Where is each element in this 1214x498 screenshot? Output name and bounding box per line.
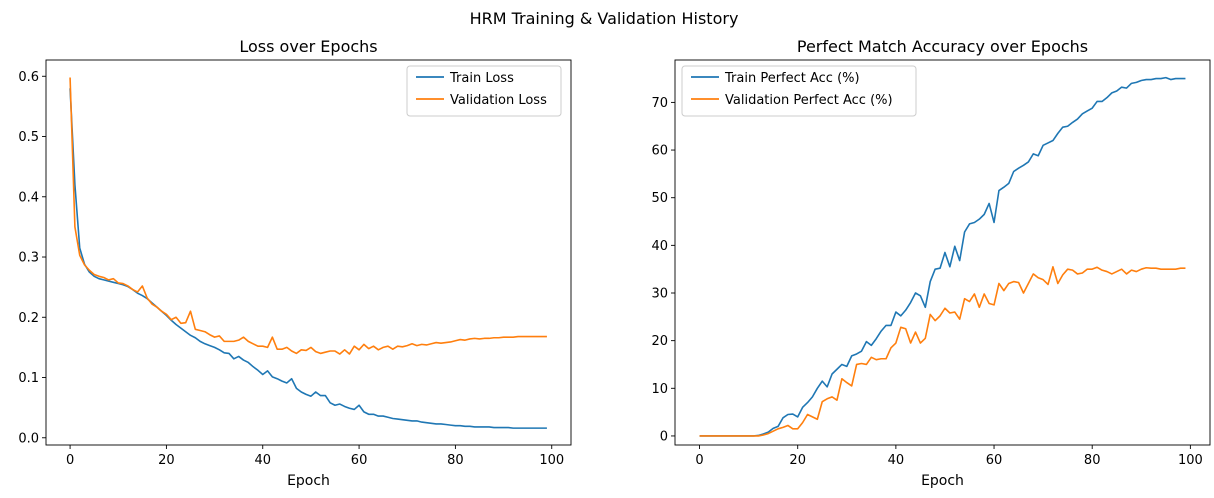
x-tick-label: 20 [158,453,175,468]
series-line-validation-perfect-acc [699,265,1186,437]
legend-label-train-perfect-acc: Train Perfect Acc (%) [724,71,860,86]
series-line-train-perfect-acc [699,76,1186,437]
y-tick-label: 40 [651,239,668,254]
y-tick-label: 0.5 [18,130,39,145]
x-tick-label: 0 [695,453,703,468]
plot-area [674,59,1211,446]
y-tick-label: 0.4 [18,190,39,205]
y-tick-label: 60 [651,144,668,159]
figure-title: HRM Training & Validation History [470,9,739,28]
y-tick-label: 0.1 [18,371,39,386]
x-tick-label: 40 [254,453,271,468]
series-line-validation-loss [69,77,547,355]
y-tick-label: 20 [651,334,668,349]
x-tick-label: 80 [1084,453,1101,468]
legend-label-validation-perfect-acc: Validation Perfect Acc (%) [725,93,893,108]
y-tick-label: 0 [660,429,668,444]
x-tick-label: 100 [1178,453,1203,468]
x-tick-label: 0 [66,453,74,468]
plot-area [45,59,572,446]
y-tick-label: 70 [651,96,668,111]
x-tick-label: 40 [888,453,905,468]
loss-chart: Loss over Epochs 0 20 40 60 80 100 0.0 0.1 0.2 0.3… [18,37,572,489]
legend: Train Loss Validation Loss [406,65,562,117]
x-tick-label: 80 [447,453,464,468]
x-tick-label: 100 [539,453,564,468]
chart-title: Loss over Epochs [239,37,377,56]
accuracy-chart: Perfect Match Accuracy over Epochs 0 20 40 6… [651,37,1211,489]
legend: Train Perfect Acc (%) Validation Perfect … [681,65,917,117]
y-tick-label: 50 [651,191,668,206]
y-tick-label: 30 [651,287,668,302]
x-tick-label: 60 [351,453,368,468]
legend-label-validation-loss: Validation Loss [450,93,547,108]
legend-box [406,65,562,117]
legend-label-train-loss: Train Loss [449,71,514,86]
y-tick-label: 0.0 [18,431,39,446]
legend-box [681,65,917,117]
y-tick-label: 0.3 [18,251,39,266]
x-tick-label: 20 [789,453,806,468]
x-tick-label: 60 [986,453,1003,468]
y-tick-label: 10 [651,382,668,397]
x-axis-label: Epoch [287,473,330,489]
y-tick-label: 0.2 [18,311,39,326]
x-axis-label: Epoch [921,473,964,489]
chart-title: Perfect Match Accuracy over Epochs [797,37,1088,56]
y-tick-label: 0.6 [18,70,39,85]
